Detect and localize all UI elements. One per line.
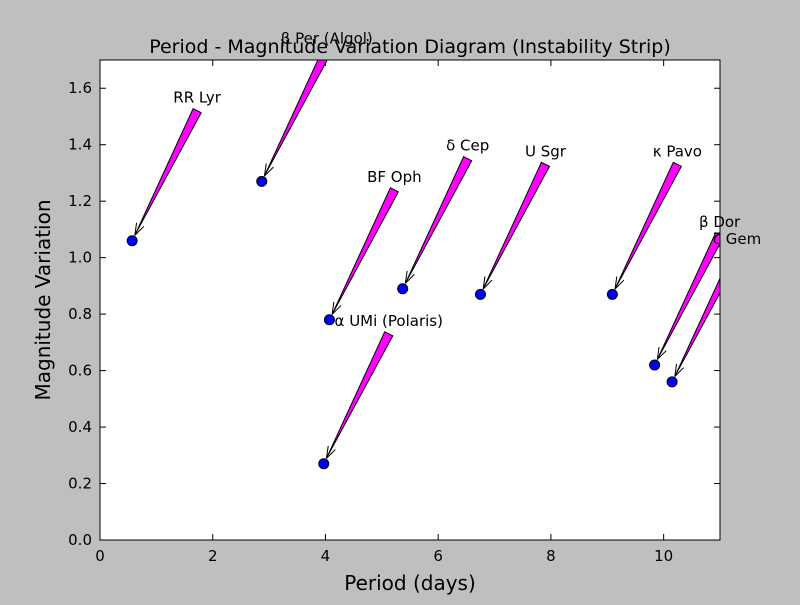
- data-point: [474, 288, 486, 300]
- annotation-arrow: [614, 161, 683, 290]
- arrow-head-line: [656, 346, 660, 360]
- point-label: U Sgr: [525, 142, 567, 160]
- arrow-head-line: [614, 279, 625, 290]
- arrow-head-line: [331, 305, 342, 315]
- arrow-head-line: [134, 226, 145, 236]
- chart-title: Period - Magnitude Variation Diagram (In…: [149, 36, 671, 58]
- point-label: κ Pavo: [653, 142, 702, 160]
- y-tick-label: 0.8: [68, 305, 92, 323]
- data-point: [126, 235, 138, 247]
- data-points: [126, 175, 678, 470]
- arrow-head-line: [404, 270, 408, 284]
- annotation-arrow: [482, 161, 551, 290]
- annotation-arrow: [263, 60, 328, 177]
- y-axis-label: Magnitude Variation: [31, 199, 55, 400]
- y-tick-label: 0.6: [68, 362, 92, 380]
- x-tick-label: 2: [208, 547, 218, 565]
- annotation-labels: RR Lyr β Per (Algol) BF Oph α UMi (Polaris)…: [173, 29, 761, 329]
- y-tick-label: 0.2: [68, 475, 92, 493]
- annotation-arrow: [674, 277, 720, 377]
- x-tick-label: 10: [654, 547, 673, 565]
- arrow-head-line: [263, 163, 267, 177]
- point-label: δ Cep: [446, 137, 489, 155]
- arrow-head-line: [614, 276, 618, 290]
- point-label: β Per (Algol): [281, 29, 373, 47]
- arrow-head-line: [325, 445, 329, 459]
- arrow-head-line: [405, 274, 415, 284]
- y-tick-label: 1.6: [68, 79, 92, 97]
- arrow-head-line: [482, 276, 486, 290]
- annotation-arrows: [134, 60, 720, 459]
- annotation-arrow: [331, 187, 400, 315]
- y-tick-label: 0.4: [68, 418, 92, 436]
- annotation-arrow: [134, 108, 202, 236]
- data-point: [397, 283, 409, 295]
- plot-frame: [99, 59, 721, 541]
- y-tick-label: 0.0: [68, 531, 92, 549]
- point-label: RR Lyr: [173, 89, 221, 107]
- data-point: [256, 175, 268, 187]
- plot-area: [100, 60, 720, 540]
- arrow-head-line: [482, 279, 493, 290]
- data-point: [666, 376, 678, 388]
- annotation-arrow: [404, 156, 473, 284]
- tick-labels: 0 2 4 6 8 10 0.0 0.2 0.4 0.6 0.8 1.0 1.2 1.4 1.6: [68, 79, 673, 565]
- arrow-head-line: [674, 367, 685, 377]
- arrow-head-line: [656, 350, 667, 360]
- data-point: [606, 288, 618, 300]
- point-label: ζ Gem: [713, 230, 761, 248]
- point-label: α UMi (Polaris): [335, 312, 443, 330]
- x-tick-label: 0: [95, 547, 105, 565]
- arrow-head-line: [674, 363, 678, 377]
- arrow-head-line: [331, 301, 335, 315]
- y-tick-label: 1.0: [68, 249, 92, 267]
- data-point: [323, 314, 335, 326]
- data-point: [318, 458, 330, 470]
- x-tick-label: 8: [546, 547, 556, 565]
- y-tick-label: 1.2: [68, 192, 92, 210]
- data-point: [649, 359, 661, 371]
- x-axis-label: Period (days): [344, 571, 476, 595]
- arrow-head-line: [264, 166, 274, 177]
- point-label: BF Oph: [367, 168, 422, 186]
- x-tick-label: 4: [321, 547, 331, 565]
- arrow-head-line: [134, 222, 138, 236]
- arrow-head-line: [326, 449, 336, 459]
- x-tick-label: 6: [433, 547, 443, 565]
- y-tick-label: 1.4: [68, 136, 92, 154]
- annotation-arrow: [325, 331, 394, 459]
